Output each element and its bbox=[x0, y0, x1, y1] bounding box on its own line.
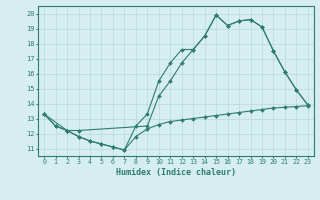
X-axis label: Humidex (Indice chaleur): Humidex (Indice chaleur) bbox=[116, 168, 236, 177]
